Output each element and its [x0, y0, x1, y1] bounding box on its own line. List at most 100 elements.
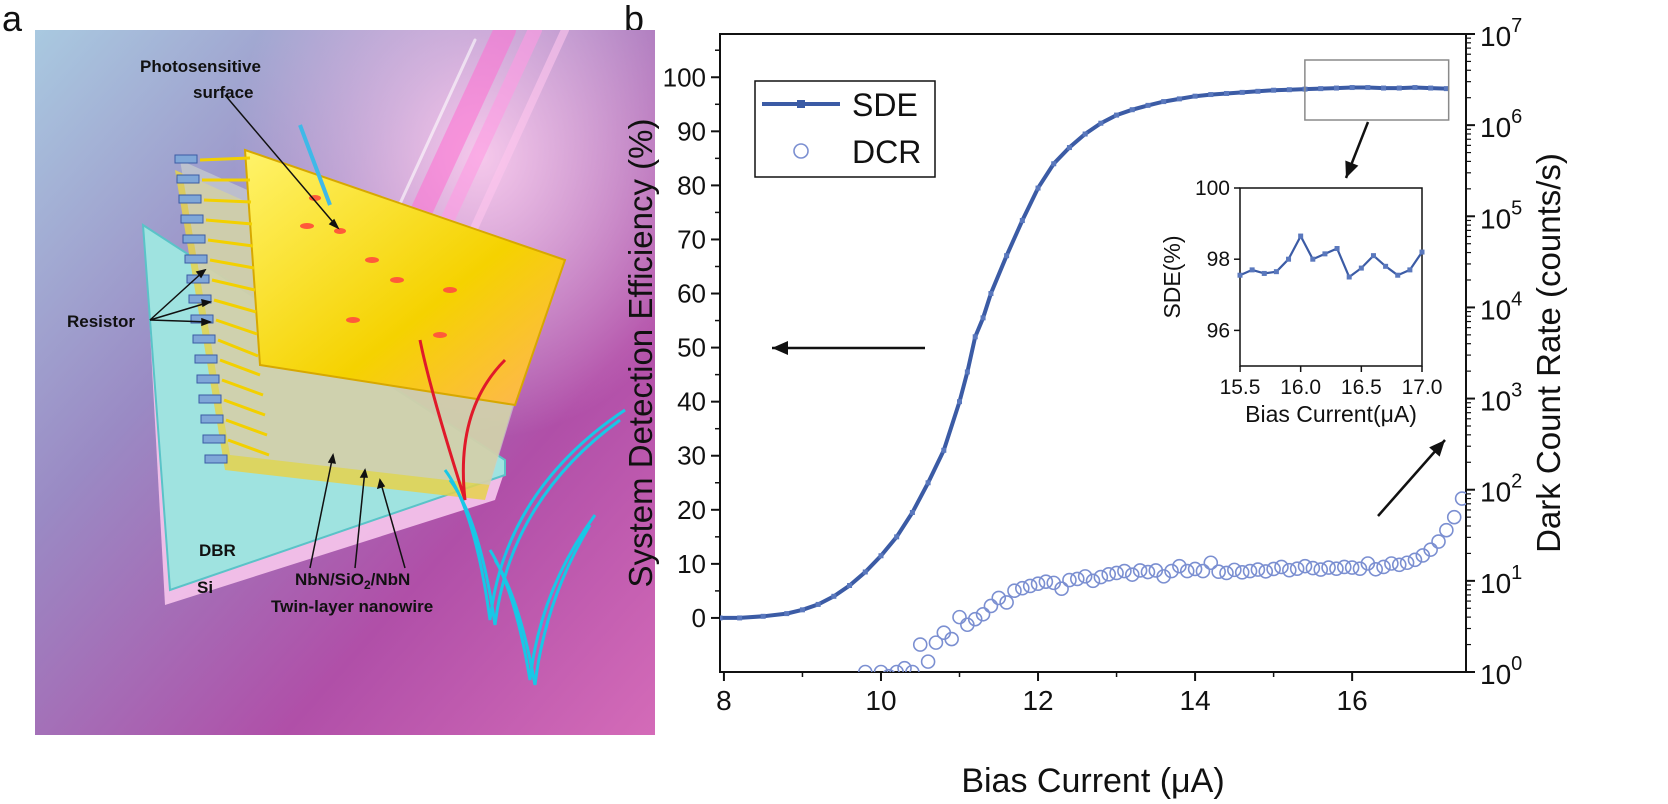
dcr-point — [967, 611, 983, 627]
dcr-point — [1415, 548, 1431, 563]
y-left-tick-label: 40 — [677, 387, 706, 417]
dcr-point — [975, 606, 991, 622]
dcr-point — [1282, 562, 1297, 578]
legend-dcr-swatch — [793, 143, 809, 159]
arrow-to-inset-shaft — [1344, 121, 1370, 179]
sde-point — [831, 593, 837, 599]
dcr-point — [1007, 583, 1022, 598]
y-right-tick-base: 10 — [1480, 659, 1511, 690]
y-right-tick-exponent: 6 — [1511, 106, 1522, 128]
x-tick-label: 14 — [1180, 685, 1211, 716]
y-right-tick-base: 10 — [1480, 386, 1511, 417]
dcr-point — [1030, 576, 1046, 592]
dcr-point — [1384, 556, 1399, 571]
dcr-point — [873, 664, 889, 672]
y-right-tick-exponent: 2 — [1511, 471, 1522, 493]
dcr-point — [1376, 559, 1391, 575]
photon-spots — [300, 195, 457, 338]
dcr-point — [944, 631, 959, 647]
sde-point — [878, 553, 884, 559]
inset-sde-point — [1395, 272, 1401, 278]
dcr-point — [882, 668, 895, 672]
y-left-tick-label: 20 — [677, 495, 706, 525]
inset-sde-point — [1370, 253, 1376, 259]
dcr-point — [1305, 560, 1321, 576]
plot-frame — [719, 33, 1467, 673]
sde-series — [720, 85, 1449, 621]
legend-dcr-label: DCR — [852, 134, 921, 170]
sde-point — [1333, 85, 1339, 91]
y-right-tick-label: 100 — [1480, 653, 1522, 690]
dcr-point — [1258, 564, 1274, 579]
y-right-tick-label: 106 — [1480, 106, 1522, 143]
sde-point — [1381, 85, 1387, 91]
dcr-point — [1242, 563, 1258, 579]
sde-point — [1192, 93, 1198, 99]
legend: SDE DCR — [754, 80, 936, 178]
y-right-tick-label: 102 — [1480, 471, 1522, 508]
sde-point — [1302, 86, 1308, 92]
y-right-tick-base: 10 — [1480, 203, 1511, 234]
inset-x-tick-label: 16.5 — [1341, 376, 1382, 399]
sde-point — [1412, 85, 1418, 91]
chart-root: 8 10 12 14 160102030405060708090100100101102… — [622, 15, 1567, 800]
sde-point — [988, 291, 994, 297]
dcr-point — [920, 654, 936, 669]
dcr-point — [1015, 580, 1030, 596]
dcr-point — [1313, 562, 1329, 577]
dcr-point — [1022, 578, 1038, 594]
dcr-point — [897, 660, 912, 672]
dcr-point — [1439, 522, 1454, 538]
sde-point — [1271, 87, 1277, 93]
arrow-to-right-axis — [1377, 439, 1446, 517]
inset-sde-point — [1273, 269, 1279, 275]
legend-sde-marker — [797, 100, 805, 108]
fiber-line — [298, 124, 332, 206]
y-right-tick-base: 10 — [1480, 477, 1511, 508]
dcr-point — [1344, 560, 1360, 575]
y-right-axis-title: Dark Count Rate (counts/s) — [1530, 153, 1567, 553]
y-left-tick-label: 30 — [677, 441, 706, 471]
label-si: Si — [197, 578, 213, 597]
sde-point — [760, 613, 766, 619]
nanowire-text-sub: 2 — [364, 578, 371, 592]
sde-point — [737, 615, 743, 621]
dcr-point — [1336, 559, 1352, 575]
sde-point — [1082, 131, 1088, 137]
dcr-point — [1062, 572, 1077, 588]
dcr-point — [1195, 563, 1211, 579]
inset-sde-point — [1407, 267, 1413, 273]
dcr-point — [1132, 563, 1148, 578]
dcr-point — [1368, 561, 1383, 577]
sde-point — [799, 607, 805, 613]
dcr-point — [1329, 561, 1344, 576]
dcr-point — [1219, 565, 1234, 581]
y-right-tick-exponent: 5 — [1511, 197, 1522, 219]
sde-point — [720, 615, 723, 621]
dcr-point — [1164, 563, 1179, 579]
dcr-point — [1187, 561, 1203, 577]
y-left-tick-label: 10 — [677, 549, 706, 579]
sde-point — [909, 510, 915, 515]
dcr-point — [1274, 559, 1289, 575]
legend-box — [754, 80, 936, 178]
dcr-point — [1117, 563, 1132, 579]
y-right-tick-base: 10 — [1480, 568, 1511, 599]
dcr-point — [960, 617, 975, 633]
sde-point — [1176, 96, 1182, 102]
inset-sde-point — [1358, 265, 1364, 271]
dcr-point — [1109, 565, 1124, 581]
arrow-to-inset — [1344, 121, 1370, 179]
sde-point — [862, 569, 868, 575]
dcr-point — [1234, 565, 1250, 580]
zoom-box — [1304, 59, 1450, 121]
sde-point — [847, 582, 853, 588]
dcr-point — [1093, 569, 1109, 585]
sde-point — [1129, 107, 1135, 113]
x-tick-label: 12 — [1022, 685, 1053, 716]
inset: 15.5 16.0 16.5 17.0 96 98 100 Bias Current(μA) S… — [1159, 177, 1442, 427]
y-left-tick-label: 0 — [692, 603, 706, 633]
sde-point — [1114, 112, 1120, 118]
inset-sde-point — [1334, 246, 1340, 252]
x-tick-label: 16 — [1337, 685, 1368, 716]
